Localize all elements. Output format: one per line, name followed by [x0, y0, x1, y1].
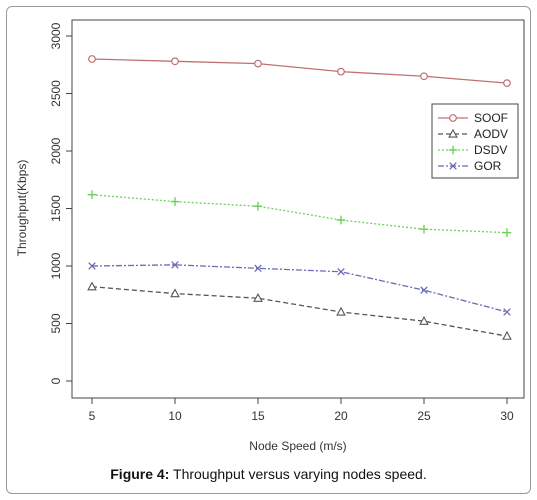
data-point-gor	[88, 262, 96, 270]
data-point-dsdv	[419, 224, 429, 234]
data-point-soof	[420, 72, 428, 81]
data-point-soof	[171, 57, 179, 66]
legend-marker-soof	[449, 114, 457, 122]
data-point-aodv	[502, 330, 512, 340]
x-tick-label: 5	[89, 409, 96, 423]
series-dsdv	[87, 190, 512, 237]
x-axis-label: Node Speed (m/s)	[249, 439, 346, 453]
x-tick-label: 30	[500, 409, 514, 423]
legend-label-gor: GOR	[474, 159, 502, 173]
y-tick-label: 3000	[49, 22, 63, 49]
y-tick-label: 0	[49, 377, 63, 384]
y-axis-label: Throughput(Kbps)	[15, 160, 29, 257]
data-point-gor	[254, 264, 262, 273]
series-soof	[88, 55, 511, 88]
plot-border	[71, 19, 525, 399]
y-tick-label: 1500	[49, 195, 63, 222]
data-point-aodv	[419, 315, 429, 325]
data-point-dsdv	[336, 215, 346, 225]
y-tick-label: 2000	[49, 137, 63, 164]
series-line-gor	[91, 264, 508, 313]
figure-frame	[6, 6, 531, 494]
data-point-soof	[254, 59, 262, 68]
data-point-aodv	[253, 292, 263, 302]
legend-label-soof: SOOF	[474, 111, 508, 125]
x-tick-label: 25	[417, 409, 431, 423]
data-point-gor	[337, 267, 345, 276]
series-layer	[87, 55, 512, 340]
caption-text: Throughput versus varying nodes speed.	[169, 466, 427, 482]
caption-label: Figure 4:	[110, 466, 170, 482]
data-point-dsdv	[87, 190, 97, 199]
data-point-gor	[420, 286, 428, 294]
x-tick-label: 15	[251, 409, 265, 423]
y-tick-label: 500	[49, 313, 63, 333]
data-point-soof	[337, 67, 345, 76]
data-point-aodv	[170, 288, 180, 298]
figure-caption: Figure 4: Throughput versus varying node…	[0, 466, 537, 482]
x-tick-label: 10	[168, 409, 182, 423]
legend-label-dsdv: DSDV	[474, 143, 507, 157]
series-line-dsdv	[91, 194, 508, 234]
data-point-soof	[503, 79, 511, 88]
series-aodv	[87, 281, 512, 340]
x-tick-label: 20	[334, 409, 348, 423]
chart: 5 10 15 20 25 30 0 500 1000 1500 2000 2500 3000 Nod…	[15, 19, 525, 453]
legend-label-aodv: AODV	[474, 127, 508, 141]
legend-marker-aodv	[448, 128, 458, 138]
y-tick-label: 1000	[49, 252, 63, 279]
y-tick-label: 2500	[49, 80, 63, 107]
data-point-dsdv	[253, 201, 263, 211]
data-point-soof	[88, 55, 96, 63]
series-line-soof	[91, 58, 508, 84]
x-axis: 5 10 15 20 25 30	[89, 398, 514, 423]
data-point-gor	[503, 308, 511, 316]
data-point-gor	[171, 261, 179, 269]
series-line-aodv	[91, 286, 508, 337]
data-point-aodv	[336, 306, 346, 316]
legend-marker-dsdv	[448, 145, 458, 155]
y-axis: 0 500 1000 1500 2000 2500 3000	[49, 22, 72, 384]
legend-marker-gor	[449, 162, 457, 170]
legend: SOOF AODV DSDV GOR	[431, 103, 519, 179]
series-gor	[88, 261, 511, 316]
data-point-aodv	[87, 281, 97, 291]
data-point-dsdv	[170, 197, 180, 206]
data-point-dsdv	[502, 228, 512, 237]
